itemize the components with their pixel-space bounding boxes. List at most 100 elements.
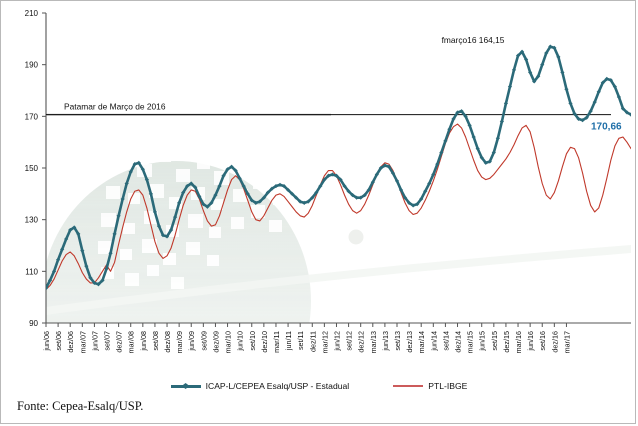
- series-marker: [370, 180, 375, 185]
- x-axis-tick-label: jun/07: [90, 331, 99, 352]
- y-axis-tick-label: 130: [25, 216, 39, 225]
- series-marker: [229, 164, 234, 169]
- series-marker: [487, 159, 492, 164]
- series-marker: [511, 67, 517, 72]
- x-axis-tick-label: dez/14: [454, 331, 463, 353]
- series-marker: [225, 167, 230, 172]
- x-axis-tick-label: mar/07: [78, 331, 87, 353]
- x-axis-tick-label: mar/17: [562, 331, 571, 353]
- x-axis-tick-label: set/14: [441, 331, 450, 351]
- series-marker: [596, 89, 601, 94]
- series-marker: [96, 282, 101, 287]
- series-marker: [330, 172, 335, 177]
- x-axis-tick-label: set/08: [151, 331, 160, 351]
- series-marker: [177, 200, 182, 205]
- series-marker: [503, 101, 509, 106]
- series-marker: [378, 165, 383, 171]
- series-marker: [173, 214, 178, 220]
- x-axis-tick-label: dez/07: [115, 331, 124, 353]
- series-marker: [76, 231, 81, 236]
- y-axis-tick-label: 110: [25, 267, 38, 276]
- series-marker: [193, 185, 198, 190]
- y-axis-ticks: 90 110 130 150 170 190 210: [25, 9, 46, 328]
- x-axis-tick-label: mar/15: [466, 331, 475, 353]
- series-marker: [447, 127, 452, 132]
- series-marker: [112, 231, 117, 236]
- series-marker: [140, 167, 145, 172]
- series-marker: [592, 100, 597, 105]
- x-axis-tick-label: mar/09: [175, 331, 184, 353]
- series-marker: [46, 286, 49, 291]
- series-marker: [548, 44, 553, 49]
- x-axis-ticks: jun/06 set/06 dez/06 mar/07 jun/07 set/07 dez/…: [42, 323, 571, 353]
- x-axis-tick-label: dez/10: [260, 331, 269, 353]
- series-marker: [326, 173, 331, 178]
- series-marker: [584, 115, 589, 120]
- x-axis-tick-label: set/09: [199, 331, 208, 351]
- series-marker: [358, 195, 363, 200]
- series-marker: [249, 198, 254, 203]
- y-axis-tick-label: 150: [25, 164, 39, 173]
- series-marker: [213, 193, 218, 198]
- x-axis-tick-label: jun/16: [526, 331, 535, 352]
- series-markers-icap-l: [46, 44, 631, 291]
- series-marker: [302, 200, 307, 205]
- series-marker: [507, 84, 513, 89]
- series-marker: [88, 275, 93, 280]
- x-axis-tick-label: mar/14: [417, 331, 426, 353]
- series-marker: [475, 146, 480, 151]
- x-axis-tick-label: dez/08: [163, 331, 172, 353]
- series-marker: [181, 190, 186, 195]
- x-axis-tick-label: jun/08: [139, 331, 148, 352]
- series-marker: [479, 155, 484, 160]
- series-marker: [624, 110, 630, 115]
- series-marker: [233, 168, 238, 173]
- series-marker: [298, 199, 303, 204]
- series-marker: [257, 199, 262, 204]
- series-marker: [273, 183, 279, 189]
- series-marker: [160, 233, 166, 238]
- series-marker: [402, 195, 408, 200]
- series-marker: [519, 49, 525, 54]
- series-marker: [459, 109, 464, 114]
- series-marker: [189, 181, 194, 186]
- series-marker: [100, 278, 105, 283]
- series-marker: [132, 162, 137, 167]
- series-marker: [495, 136, 500, 141]
- legend-item-icap-l: ICAP-L/CEPEA Esalq/USP - Estadual: [170, 381, 350, 391]
- x-axis-tick-label: jun/11: [284, 331, 293, 351]
- x-axis-tick-label: jun/12: [332, 331, 341, 352]
- x-axis-tick-label: dez/16: [550, 331, 559, 353]
- series-marker: [552, 45, 557, 50]
- series-marker: [415, 202, 420, 207]
- series-marker: [411, 203, 416, 208]
- series-marker: [277, 182, 283, 187]
- series-marker: [467, 123, 472, 128]
- series-marker: [164, 234, 170, 239]
- y-axis-tick-label: 170: [25, 112, 39, 121]
- x-axis-tick-label: jun/09: [187, 331, 196, 352]
- background-watermark: [46, 151, 631, 323]
- series-marker: [92, 280, 97, 286]
- x-axis-tick-label: set/11: [296, 331, 305, 350]
- series-marker: [128, 169, 133, 174]
- series-marker: [241, 183, 246, 189]
- x-axis-tick-label: mar/16: [514, 331, 523, 353]
- series-marker: [600, 80, 605, 85]
- series-marker: [524, 57, 529, 62]
- series-marker: [47, 278, 53, 283]
- legend-label-icap-l: ICAP-L/CEPEA Esalq/USP - Estadual: [205, 381, 350, 391]
- series-marker: [350, 193, 355, 198]
- series-marker: [536, 74, 541, 79]
- series-marker: [471, 134, 476, 140]
- x-axis-tick-label: set/13: [393, 331, 402, 351]
- series-marker: [281, 183, 287, 189]
- series-marker: [407, 200, 412, 205]
- x-axis-tick-label: set/10: [248, 331, 257, 351]
- series-marker: [568, 101, 573, 106]
- series-marker: [338, 177, 343, 182]
- source-caption: Fonte: Cepea-Esalq/USP.: [17, 399, 144, 413]
- series-marker: [491, 150, 496, 155]
- series-marker: [431, 172, 436, 177]
- series-marker: [64, 236, 69, 242]
